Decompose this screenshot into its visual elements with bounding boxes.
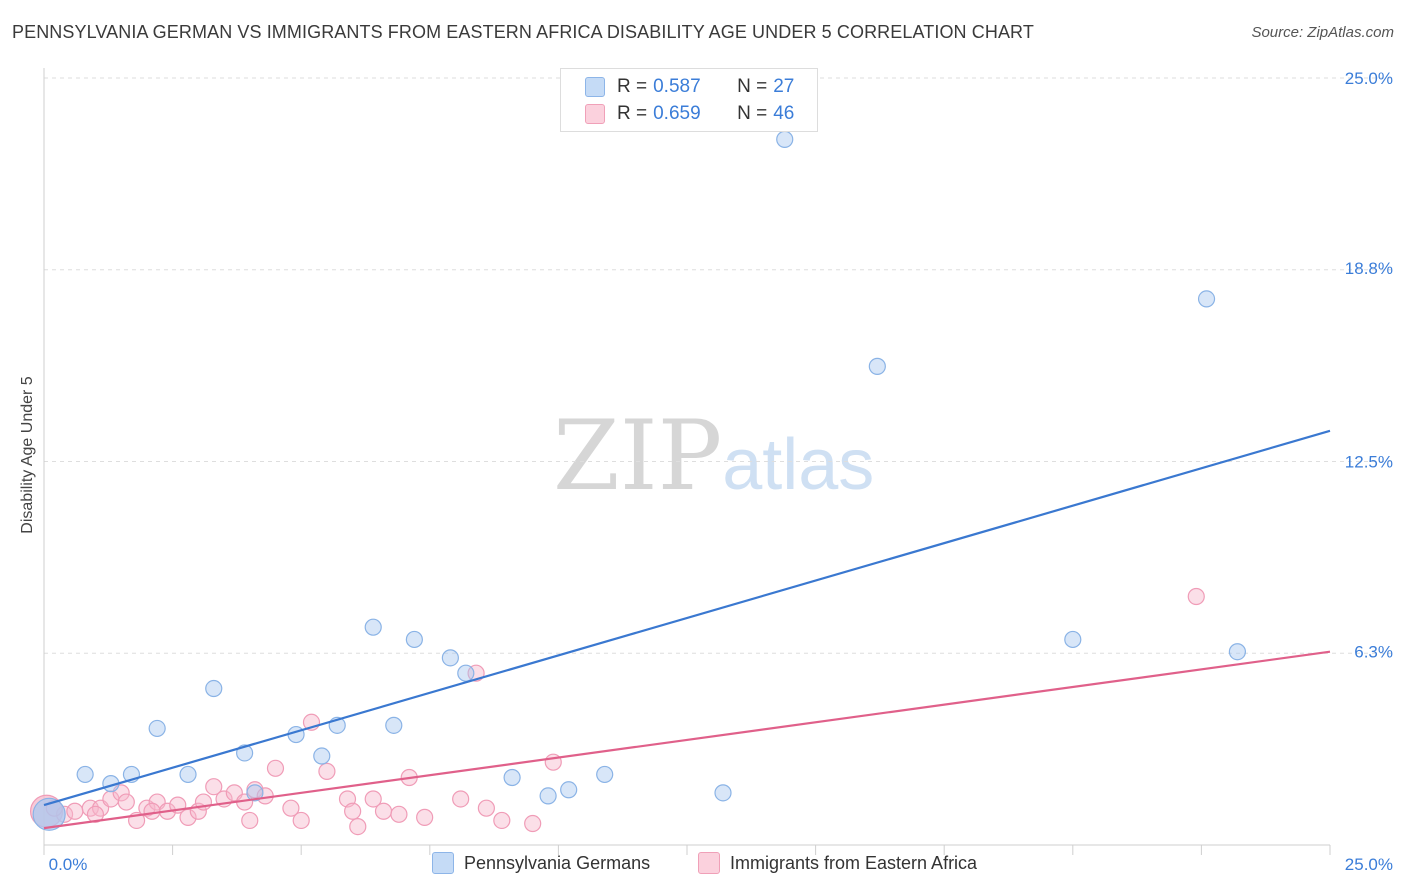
y-tick-label: 6.3% — [1354, 643, 1393, 662]
point-pennsylvania-germans — [596, 765, 614, 784]
legend-r-value: 0.659 — [653, 103, 701, 124]
point-pennsylvania-germans — [868, 357, 886, 375]
point-immigrants-eastern-africa — [241, 811, 259, 830]
point-immigrants-eastern-africa — [86, 805, 105, 823]
point-immigrants-eastern-africa — [1187, 587, 1205, 606]
y-tick-label: 12.5% — [1345, 453, 1393, 472]
trendline-immigrants-eastern-africa — [43, 650, 1331, 830]
point-immigrants-eastern-africa — [344, 802, 362, 820]
point-pennsylvania-germans — [405, 630, 423, 649]
point-pennsylvania-germans — [364, 618, 382, 636]
point-immigrants-eastern-africa — [282, 799, 300, 817]
point-immigrants-eastern-africa — [364, 790, 382, 808]
point-pennsylvania-germans — [441, 649, 459, 667]
legend-n-value: 27 — [773, 76, 795, 97]
legend-swatch-pink — [698, 852, 720, 874]
point-pennsylvania-germans — [246, 784, 264, 802]
point-pennsylvania-germans — [287, 725, 305, 744]
x-tick-label: 0.0% — [49, 855, 88, 874]
point-immigrants-eastern-africa — [66, 802, 84, 820]
point-immigrants-eastern-africa — [493, 811, 511, 830]
legend-row-eastern-africa: R = 0.659 N = 46 — [585, 101, 794, 127]
y-tick-label: 25.0% — [1345, 69, 1393, 88]
point-immigrants-eastern-africa — [452, 790, 470, 808]
chart-title: PENNSYLVANIA GERMAN VS IMMIGRANTS FROM E… — [12, 22, 1034, 42]
legend-item-label: Immigrants from Eastern Africa — [730, 852, 978, 873]
point-immigrants-eastern-africa — [477, 799, 495, 817]
point-pennsylvania-germans — [714, 784, 732, 802]
point-immigrants-eastern-africa — [349, 817, 367, 836]
point-pennsylvania-germans — [76, 765, 94, 784]
stats-legend: R = 0.587 N = 27 R = 0.659 N = 46 — [560, 68, 818, 132]
point-pennsylvania-germans — [179, 765, 197, 784]
legend-item-immigrants-eastern-africa[interactable]: Immigrants from Eastern Africa — [698, 852, 977, 874]
point-pennsylvania-germans — [1064, 630, 1082, 649]
watermark-zip: ZIP — [553, 400, 723, 512]
point-immigrants-eastern-africa — [416, 808, 434, 826]
y-tick-label: 18.8% — [1345, 259, 1393, 278]
legend-item-pennsylvania-germans[interactable]: Pennsylvania Germans — [432, 852, 650, 874]
point-pennsylvania-germans — [385, 716, 403, 734]
point-immigrants-eastern-africa — [117, 793, 135, 811]
legend-r-value: 0.587 — [653, 76, 701, 97]
legend-swatch-blue — [585, 77, 605, 97]
point-pennsylvania-germans — [313, 747, 331, 765]
point-pennsylvania-germans — [1197, 290, 1216, 308]
point-immigrants-eastern-africa — [390, 805, 408, 823]
point-pennsylvania-germans — [148, 719, 166, 738]
point-immigrants-eastern-africa — [318, 762, 336, 780]
point-pennsylvania-germans — [560, 781, 578, 799]
point-immigrants-eastern-africa — [143, 802, 161, 820]
point-pennsylvania-germans — [457, 664, 475, 682]
point-pennsylvania-germans — [1228, 643, 1247, 661]
legend-item-label: Pennsylvania Germans — [464, 852, 651, 873]
legend-n-label: N = — [737, 103, 768, 124]
watermark-atlas: atlas — [722, 425, 875, 505]
legend-n-label: N = — [737, 76, 768, 97]
legend-r-label: R = — [617, 103, 648, 124]
point-pennsylvania-germans — [539, 787, 557, 805]
legend-swatch-pink — [585, 104, 605, 124]
watermark: ZIPatlas — [553, 400, 874, 512]
point-immigrants-eastern-africa — [266, 759, 285, 777]
point-immigrants-eastern-africa — [138, 799, 156, 817]
point-pennsylvania-germans — [776, 130, 794, 148]
x-tick-label: 25.0% — [1345, 855, 1393, 874]
point-immigrants-eastern-africa — [374, 802, 393, 820]
legend-r-label: R = — [617, 76, 648, 97]
legend-swatch-blue — [432, 852, 454, 874]
point-immigrants-eastern-africa — [205, 778, 223, 796]
point-pennsylvania-germans — [205, 679, 223, 698]
bottom-legend: Pennsylvania Germans Immigrants from Eas… — [0, 852, 1406, 878]
point-pennsylvania-germans — [32, 797, 66, 831]
point-immigrants-eastern-africa — [524, 814, 542, 833]
source-label: Source: ZipAtlas.com — [1251, 24, 1394, 41]
y-axis-label: Disability Age Under 5 — [19, 376, 36, 534]
legend-n-value: 46 — [773, 103, 795, 124]
point-immigrants-eastern-africa — [292, 811, 310, 830]
point-pennsylvania-germans — [503, 768, 521, 787]
trendline-pennsylvania-germans — [43, 429, 1331, 807]
legend-row-pennsylvania: R = 0.587 N = 27 — [585, 74, 794, 100]
